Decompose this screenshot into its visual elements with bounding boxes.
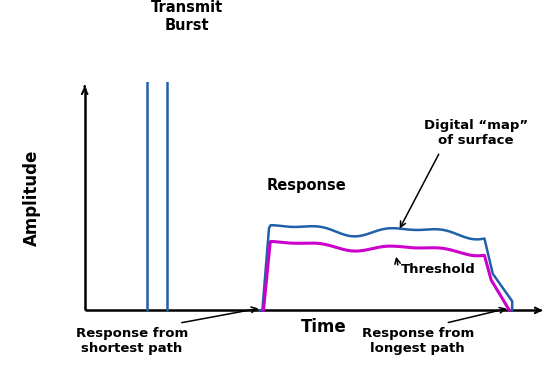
Text: Threshold: Threshold [401,263,476,276]
Text: Digital “map”
of surface: Digital “map” of surface [424,120,528,147]
Text: Response: Response [267,178,347,193]
Text: Transmit
Burst: Transmit Burst [151,0,224,33]
Text: Response from
longest path: Response from longest path [362,327,474,355]
Text: Response from
shortest path: Response from shortest path [76,327,188,355]
Text: Time: Time [301,318,347,336]
Text: Amplitude: Amplitude [23,149,41,246]
